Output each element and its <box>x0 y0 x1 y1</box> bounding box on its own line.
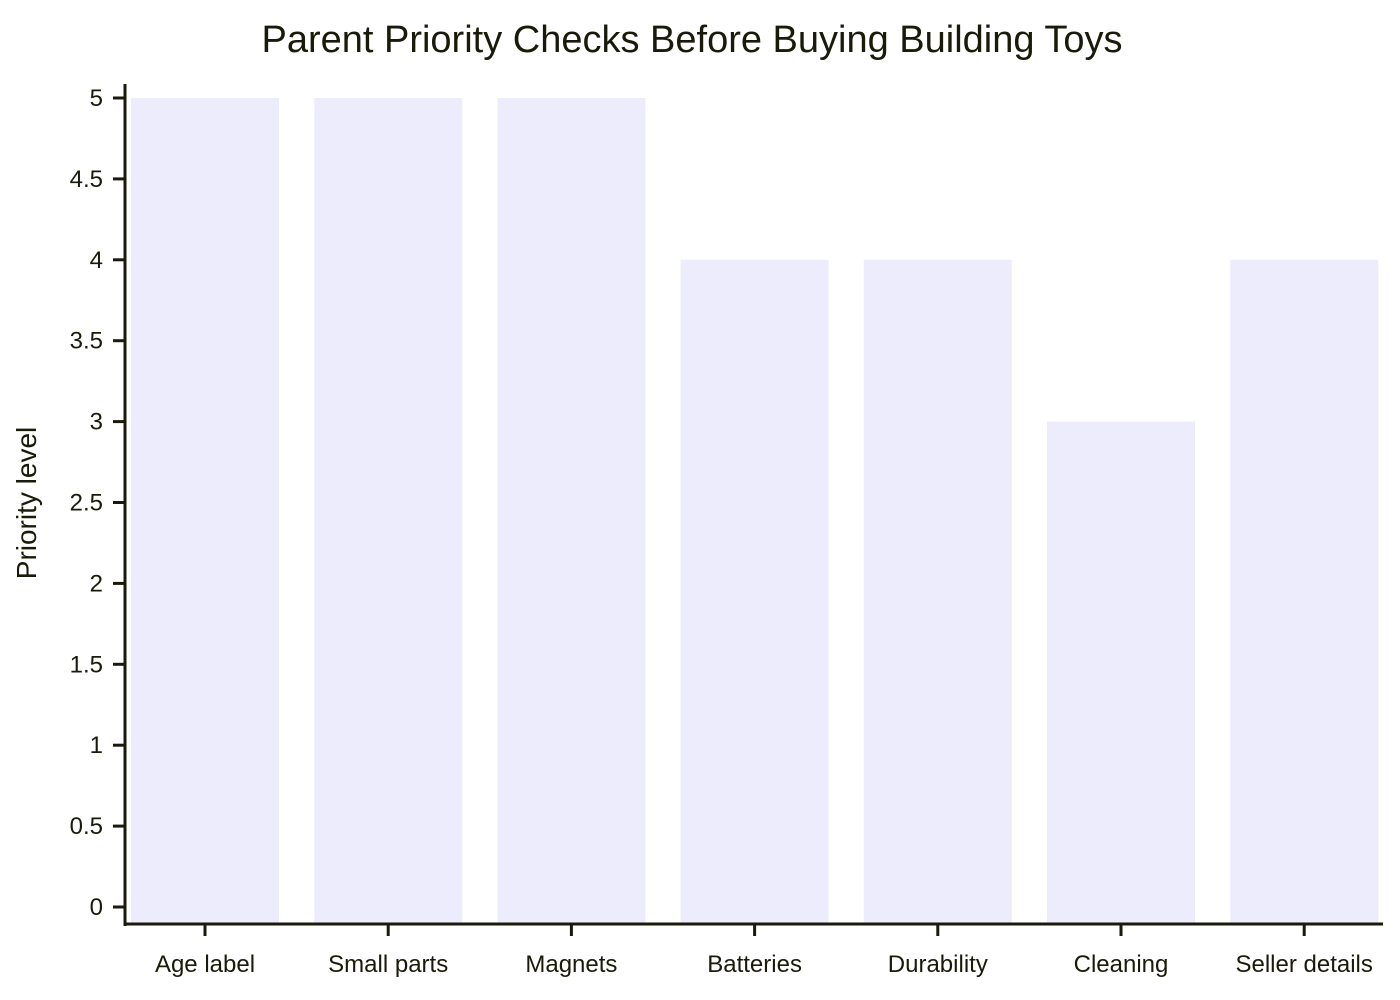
x-tick-label: Seller details <box>1235 951 1372 978</box>
bar-age-label <box>131 98 279 923</box>
bar-small-parts <box>314 98 463 923</box>
x-tick-label: Batteries <box>707 951 802 978</box>
y-axis-title: Priority level <box>11 427 42 579</box>
chart-title: Parent Priority Checks Before Buying Bui… <box>261 19 1122 61</box>
y-tick-label: 2 <box>90 570 103 597</box>
y-tick-label: 0 <box>90 894 103 921</box>
y-tick-label: 3.5 <box>70 328 103 355</box>
x-tick-label: Small parts <box>328 951 448 978</box>
y-tick-label: 4 <box>90 247 103 274</box>
bar-seller-details <box>1230 259 1379 923</box>
y-tick-label: 4.5 <box>70 166 103 193</box>
x-tick-label: Cleaning <box>1074 951 1169 978</box>
bar-batteries <box>680 259 829 923</box>
y-tick-label: 1 <box>90 732 103 759</box>
y-tick-label: 0.5 <box>70 813 103 840</box>
y-tick-label: 3 <box>90 409 103 436</box>
x-tick-label: Durability <box>888 951 988 978</box>
y-tick-label: 1.5 <box>70 651 103 678</box>
y-axis-ticks: 0 0.5 1 1.5 2 2.5 3 3.5 4 4.5 5 <box>70 85 125 921</box>
x-tick-label: Magnets <box>525 951 617 978</box>
y-tick-label: 5 <box>90 85 103 112</box>
bar-magnets <box>497 98 646 923</box>
bar-cleaning <box>1047 421 1195 923</box>
x-axis-ticks: Age label Small parts Magnets Batteries Dura… <box>155 924 1373 978</box>
bar-durability <box>863 259 1012 923</box>
bars-group <box>131 98 1379 923</box>
x-tick-label: Age label <box>155 951 255 978</box>
y-tick-label: 2.5 <box>70 490 103 517</box>
